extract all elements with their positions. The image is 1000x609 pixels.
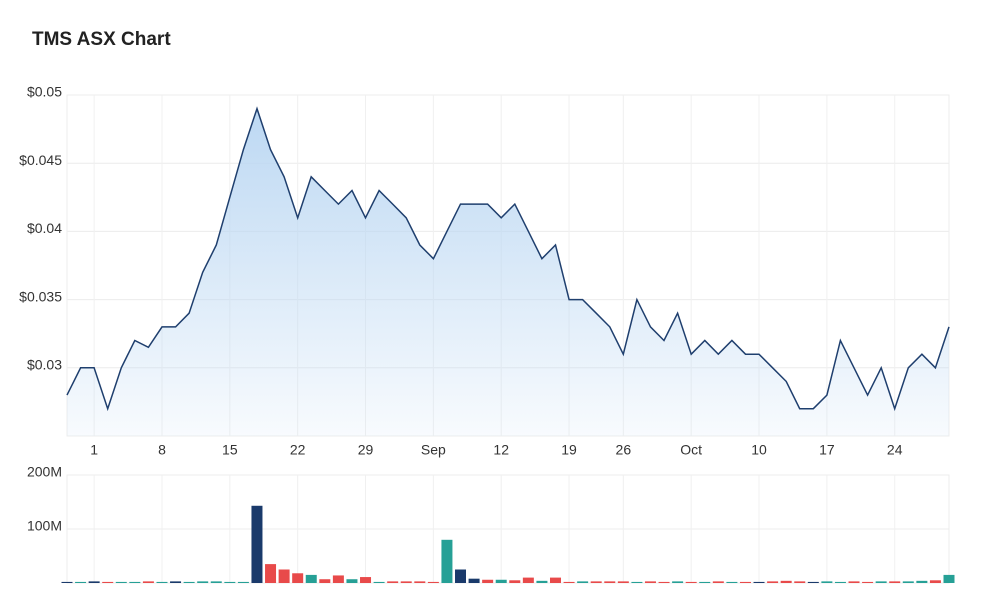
y-tick-label: $0.05 xyxy=(27,84,62,100)
volume-bar xyxy=(604,581,616,583)
volume-bar xyxy=(224,581,236,583)
volume-bar xyxy=(400,581,412,583)
y-tick-label: $0.035 xyxy=(19,288,62,304)
x-tick-label: 26 xyxy=(616,442,632,458)
volume-bar xyxy=(536,580,548,583)
volume-bar xyxy=(943,574,955,583)
volume-bar xyxy=(672,581,684,583)
x-tick-label: 19 xyxy=(561,442,577,458)
x-tick-label: 17 xyxy=(819,442,835,458)
volume-bar xyxy=(658,581,670,583)
volume-bar xyxy=(916,580,928,583)
volume-bar xyxy=(360,577,372,583)
volume-bar xyxy=(834,581,846,583)
volume-bar xyxy=(753,581,765,583)
volume-bar xyxy=(617,581,629,583)
volume-bar xyxy=(346,579,358,583)
volume-bar xyxy=(902,581,914,583)
x-tick-label: 29 xyxy=(358,442,374,458)
y-tick-label: $0.045 xyxy=(19,152,62,168)
volume-bar xyxy=(115,581,127,583)
volume-bar xyxy=(455,569,467,583)
volume-bar xyxy=(929,580,941,583)
x-tick-label: 10 xyxy=(751,442,767,458)
x-tick-label: 24 xyxy=(887,442,903,458)
volume-bar xyxy=(699,581,711,583)
volume-bar xyxy=(237,581,249,583)
volume-bar xyxy=(577,581,589,583)
chart-title: TMS ASX Chart xyxy=(32,29,171,50)
volume-bar xyxy=(332,575,344,583)
volume-bar xyxy=(197,581,209,583)
price-line xyxy=(66,106,950,412)
x-tick-label: Oct xyxy=(680,442,702,458)
volume-bar xyxy=(468,578,480,583)
volume-bar xyxy=(75,581,87,583)
volume-bar xyxy=(509,580,521,583)
volume-bar xyxy=(590,581,602,583)
x-tick-label: 12 xyxy=(493,442,509,458)
volume-bar xyxy=(495,579,507,583)
volume-bar xyxy=(848,581,860,583)
volume-bar xyxy=(767,581,779,583)
y-tick-label: $0.03 xyxy=(27,357,62,373)
volume-bar xyxy=(129,581,141,583)
volume-bar xyxy=(387,581,399,583)
volume-bar xyxy=(210,581,222,583)
volume-bar xyxy=(414,581,426,583)
volume-bar xyxy=(61,581,73,583)
volume-bar xyxy=(170,581,182,583)
volume-bar xyxy=(563,581,575,583)
x-tick-label: Sep xyxy=(421,442,446,458)
volume-bar xyxy=(319,579,331,583)
volume-bar xyxy=(102,581,114,583)
volume-bar xyxy=(251,505,263,583)
volume-bar xyxy=(373,581,385,583)
volume-bar xyxy=(292,573,304,583)
y-tick-label: 200M xyxy=(27,464,62,480)
volume-bar xyxy=(549,577,561,583)
volume-bar xyxy=(441,539,453,583)
volume-bar xyxy=(794,581,806,583)
volume-bar xyxy=(88,581,100,583)
volume-bar xyxy=(821,581,833,583)
volume-bar xyxy=(889,581,901,583)
x-tick-label: 1 xyxy=(90,442,98,458)
volume-bar xyxy=(644,581,656,583)
volume-bar xyxy=(522,577,534,583)
volume-bar xyxy=(807,581,819,583)
x-tick-label: 22 xyxy=(290,442,306,458)
volume-bar xyxy=(685,581,697,583)
volume-bar xyxy=(875,581,887,583)
volume-bar xyxy=(427,581,439,583)
volume-bar xyxy=(726,581,738,583)
volume-bar xyxy=(780,580,792,583)
volume-bar xyxy=(862,581,874,583)
y-tick-label: $0.04 xyxy=(27,220,62,236)
volume-bar xyxy=(712,581,724,583)
volume-bar xyxy=(156,581,168,583)
volume-bar xyxy=(631,581,643,583)
volume-bar xyxy=(183,581,195,583)
volume-bar xyxy=(482,579,494,583)
x-tick-label: 8 xyxy=(158,442,166,458)
x-tick-label: 15 xyxy=(222,442,238,458)
volume-bar xyxy=(739,581,751,583)
volume-bar xyxy=(265,564,277,583)
y-tick-label: 100M xyxy=(27,518,62,534)
volume-bar xyxy=(142,581,154,583)
volume-bar xyxy=(305,574,317,583)
volume-bar xyxy=(278,569,290,583)
price-area xyxy=(67,108,949,436)
